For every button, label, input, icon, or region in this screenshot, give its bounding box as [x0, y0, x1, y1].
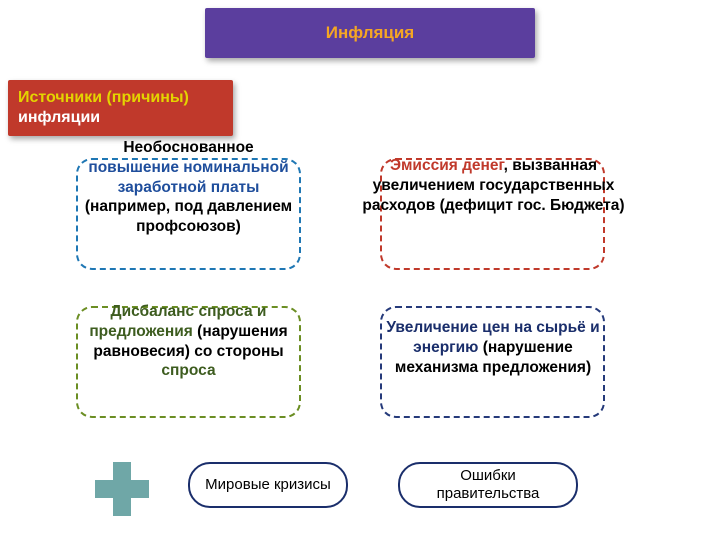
cause-span: спроса: [161, 362, 215, 379]
cause-span: (например, под давлением профсоюзов): [85, 198, 292, 235]
cause-text-wage: Необоснованное повышение номинальной зар…: [76, 138, 301, 237]
pill-crises: Мировые кризисы: [188, 462, 348, 508]
plus-icon: [95, 462, 149, 516]
cause-text-emission: Эмиссия денег, вызванная увеличением гос…: [356, 156, 631, 215]
cause-span: Необоснованное: [123, 139, 253, 156]
plus-horizontal: [95, 480, 149, 498]
cause-text-supply: Увеличение цен на сырьё и энергию (наруш…: [378, 318, 608, 377]
cause-span: повышение номинальной заработной платы: [88, 159, 288, 196]
pill-crises-label: Мировые кризисы: [205, 476, 331, 494]
pill-government: Ошибки правительства: [398, 462, 578, 508]
cause-span: Эмиссия денег: [390, 157, 504, 174]
section-heading: Источники (причины) инфляции: [8, 80, 233, 136]
cause-text-demand: Дисбаланс спроса и предложения (нарушени…: [66, 302, 311, 381]
pill-government-label: Ошибки правительства: [410, 467, 566, 503]
page-title-text: Инфляция: [326, 23, 414, 42]
page-title: Инфляция: [205, 8, 535, 58]
section-heading-line2: инфляции: [18, 108, 223, 128]
section-heading-line1: Источники (причины): [18, 88, 223, 108]
